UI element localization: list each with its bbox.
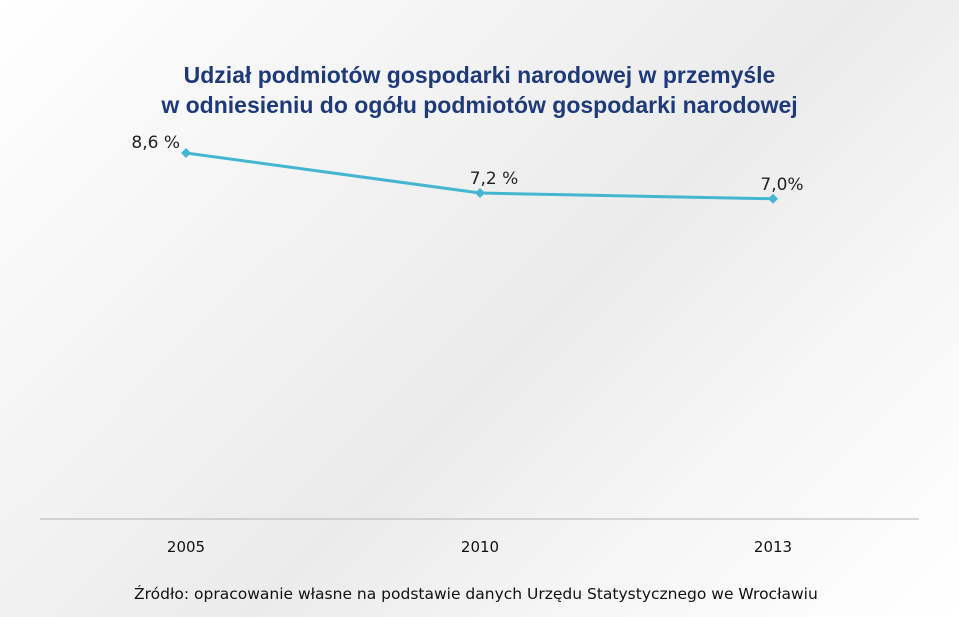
data-label-2010: 7,2 % xyxy=(470,169,519,189)
x-tick-labels: 2005 2010 2013 xyxy=(167,538,792,556)
series-layer xyxy=(181,148,778,204)
data-point-2013 xyxy=(768,193,778,204)
chart-title-line1: Udział podmiotów gospodarki narodowej w … xyxy=(183,62,776,88)
chart-title: Udział podmiotów gospodarki narodowej w … xyxy=(0,60,959,120)
data-label-2013: 7,0% xyxy=(760,175,803,195)
data-labels: 8,6 % 7,2 % 7,0% xyxy=(131,133,803,195)
data-point-2005 xyxy=(181,148,191,158)
chart-title-line2: w odniesieniu do ogółu podmiotów gospoda… xyxy=(161,92,798,118)
data-point-2010 xyxy=(475,188,485,199)
data-label-2005: 8,6 % xyxy=(131,133,180,153)
x-tick-label-2005: 2005 xyxy=(167,538,205,556)
x-tick-label-2013: 2013 xyxy=(754,538,792,556)
x-tick-label-2010: 2010 xyxy=(461,538,499,556)
source-note: Źródło: opracowanie własne na podstawie … xyxy=(134,585,818,603)
